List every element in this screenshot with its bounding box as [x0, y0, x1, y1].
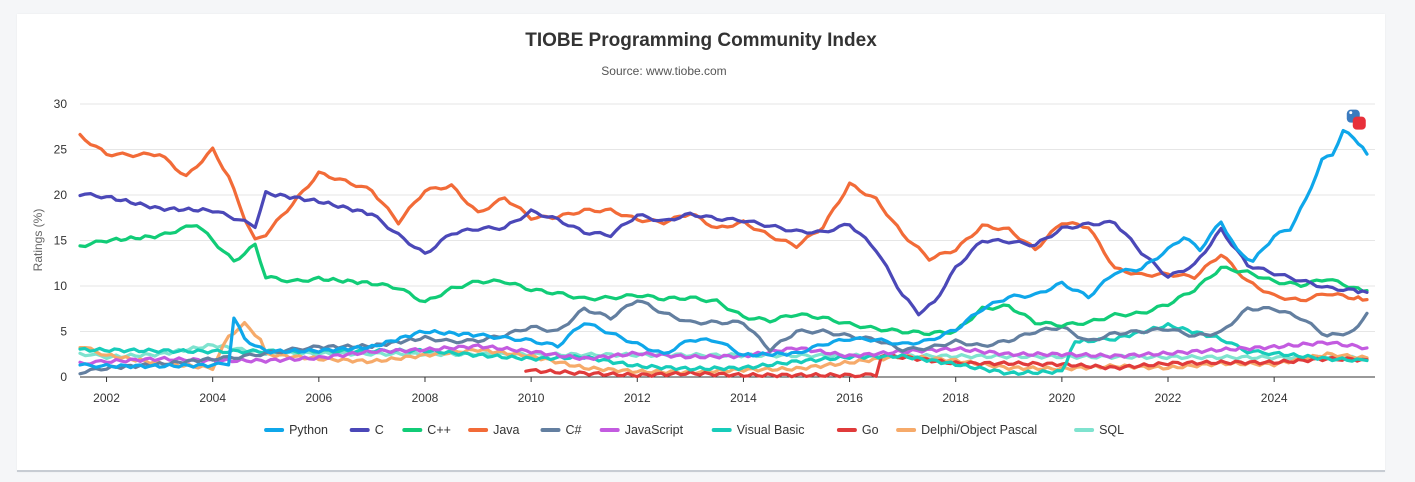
legend-label: C# — [566, 423, 582, 437]
series-line-python[interactable] — [78, 128, 1369, 370]
chart-subtitle: Source: www.tiobe.com — [601, 64, 726, 78]
python-logo-eye — [1349, 111, 1353, 115]
y-tick-label: 5 — [60, 325, 67, 339]
x-tick-label: 2024 — [1261, 391, 1288, 405]
python-logo-icon — [1346, 109, 1366, 130]
legend-label: C++ — [427, 423, 451, 437]
legend-item-python[interactable]: Python — [264, 423, 328, 437]
y-tick-label: 0 — [60, 370, 67, 384]
legend-label: Delphi/Object Pascal — [921, 423, 1037, 437]
y-tick-label: 25 — [54, 143, 68, 157]
y-tick-label: 10 — [54, 279, 68, 293]
legend-item-c[interactable]: C++ — [402, 423, 451, 437]
series-line-delphi-object-pascal[interactable] — [78, 321, 1369, 376]
series-lines — [78, 128, 1369, 379]
x-tick-label: 2010 — [518, 391, 545, 405]
legend-label: Java — [493, 423, 519, 437]
x-tick-label: 2014 — [730, 391, 757, 405]
x-tick-label: 2020 — [1049, 391, 1076, 405]
x-tick-label: 2012 — [624, 391, 651, 405]
x-tick-label: 2008 — [412, 391, 439, 405]
legend-label: C — [375, 423, 384, 437]
y-tick-label: 30 — [54, 97, 68, 111]
legend-item-go[interactable]: Go — [836, 423, 879, 437]
python-logo-yellow-red — [1352, 116, 1366, 130]
x-tick-label: 2018 — [942, 391, 969, 405]
legend-item-javascript[interactable]: JavaScript — [599, 423, 684, 437]
legend-label: Visual Basic — [737, 423, 805, 437]
y-tick-label: 20 — [54, 188, 68, 202]
legend-item-c[interactable]: C — [349, 423, 384, 437]
series-line-c[interactable] — [78, 224, 1369, 337]
y-axis-title: Ratings (%) — [31, 209, 45, 272]
chart-title: TIOBE Programming Community Index — [525, 30, 877, 51]
x-tick-label: 2002 — [93, 391, 120, 405]
gridlines — [80, 103, 1375, 378]
legend-item-delphi-object-pascal[interactable]: Delphi/Object Pascal — [896, 423, 1037, 437]
chart-card: TIOBE Programming Community Index Source… — [17, 14, 1385, 472]
legend-item-visual-basic[interactable]: Visual Basic — [711, 423, 805, 437]
x-tick-label: 2016 — [836, 391, 863, 405]
legend-item-java[interactable]: Java — [468, 423, 520, 437]
series-line-javascript[interactable] — [78, 340, 1369, 366]
x-tick-label: 2022 — [1155, 391, 1182, 405]
line-chart: TIOBE Programming Community Index Source… — [31, 30, 1375, 437]
legend-label: Go — [862, 423, 879, 437]
series-line-c[interactable] — [78, 190, 1369, 317]
x-tick-label: 2004 — [199, 391, 226, 405]
legend-label: SQL — [1099, 423, 1124, 437]
x-tick-label: 2006 — [305, 391, 332, 405]
legend-label: JavaScript — [625, 423, 684, 437]
legend-item-c[interactable]: C# — [540, 423, 582, 437]
y-axis-ticks: 0 5 10 15 20 25 30 — [54, 97, 68, 384]
legend-item-sql[interactable]: SQL — [1074, 423, 1124, 437]
series-line-c[interactable] — [78, 299, 1369, 376]
legend[interactable]: Python C C++ Java C# JavaScript Visual Basic Go… — [264, 423, 1124, 437]
x-axis-ticks: 2002 2004 2006 2008 2010 2012 2014 2016 2018 2020… — [93, 377, 1288, 405]
series-line-java[interactable] — [78, 132, 1369, 303]
legend-label: Python — [289, 423, 328, 437]
y-tick-label: 15 — [54, 234, 68, 248]
